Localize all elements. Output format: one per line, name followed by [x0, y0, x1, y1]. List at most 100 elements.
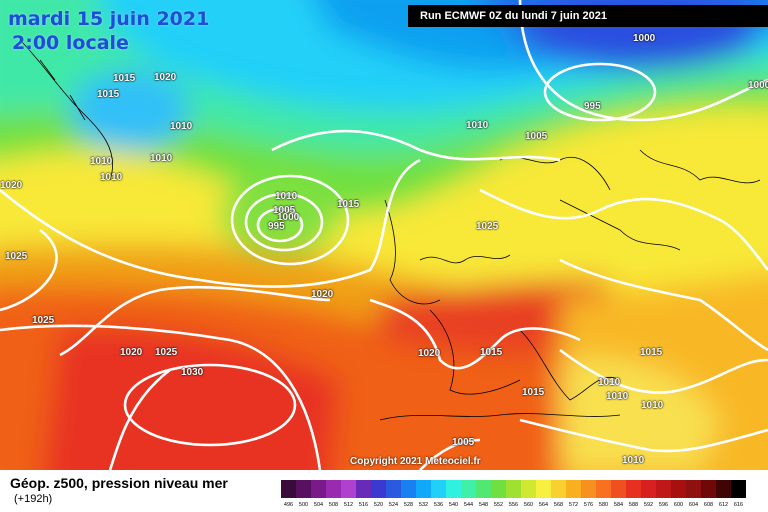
color-swatch: [581, 480, 596, 498]
scale-label: 516: [358, 502, 369, 508]
isobar-label: 995: [584, 101, 601, 112]
isobar-label: 1010: [100, 172, 123, 183]
scale-label: 568: [553, 502, 564, 508]
scale-label: 584: [613, 502, 624, 508]
legend-subtitle: (+192h): [14, 493, 53, 505]
isobar-label: 1000: [633, 33, 656, 44]
isobar-label: 1020: [418, 348, 441, 359]
scale-label: 580: [598, 502, 609, 508]
color-swatch: [281, 480, 296, 498]
scale-label: 576: [583, 502, 594, 508]
isobar-label: 1010: [641, 400, 664, 411]
forecast-date: mardi 15 juin 2021: [8, 8, 210, 30]
color-swatch: [701, 480, 716, 498]
isobar-label: 995: [268, 221, 285, 232]
isobar-label: 1025: [155, 347, 178, 358]
scale-label: 544: [463, 502, 474, 508]
isobar-label: 1020: [0, 180, 23, 191]
color-swatch: [401, 480, 416, 498]
color-swatch: [491, 480, 506, 498]
isobar-label: 1010: [466, 120, 489, 131]
scale-label: 560: [523, 502, 534, 508]
isobar-label: 1015: [113, 73, 136, 84]
color-scale-labels: 496 500 504 508 512 516 520 524 528 532 536 540 544 5…: [281, 502, 761, 512]
isobar-label: 1025: [476, 221, 499, 232]
scale-label: 504: [313, 502, 324, 508]
scale-label: 608: [703, 502, 714, 508]
scale-label: 508: [328, 502, 339, 508]
scale-label: 548: [478, 502, 489, 508]
color-swatch: [506, 480, 521, 498]
scale-label: 512: [343, 502, 354, 508]
isobar-label: 1025: [5, 251, 28, 262]
isobar-label: 1010: [150, 153, 173, 164]
color-swatch: [371, 480, 386, 498]
color-swatch: [461, 480, 476, 498]
color-swatch: [341, 480, 356, 498]
isobar-label: 1015: [640, 347, 663, 358]
copyright-text: Copyright 2021 Meteociel.fr: [350, 456, 481, 467]
color-swatch: [326, 480, 341, 498]
color-swatch: [311, 480, 326, 498]
isobar-label: 1020: [311, 289, 334, 300]
scale-label: 616: [733, 502, 744, 508]
color-swatch: [611, 480, 626, 498]
color-swatch: [296, 480, 311, 498]
legend-title: Géop. z500, pression niveau mer: [10, 475, 228, 491]
color-swatch: [446, 480, 461, 498]
isobar-label: 1015: [97, 89, 120, 100]
scale-label: 540: [448, 502, 459, 508]
color-swatch: [476, 480, 491, 498]
isobar-label: 1020: [154, 72, 177, 83]
isobar-label: 1005: [273, 205, 296, 216]
scale-label: 536: [433, 502, 444, 508]
color-swatch: [551, 480, 566, 498]
color-swatch: [641, 480, 656, 498]
color-swatch: [656, 480, 671, 498]
isobar-label: 1015: [337, 199, 360, 210]
color-swatch: [731, 480, 746, 498]
scale-label: 592: [643, 502, 654, 508]
color-swatch: [716, 480, 731, 498]
scale-label: 528: [403, 502, 414, 508]
isobar-label: 1010: [275, 191, 298, 202]
color-swatch: [386, 480, 401, 498]
isobar-label: 1005: [525, 131, 548, 142]
color-swatch: [566, 480, 581, 498]
color-swatch: [416, 480, 431, 498]
model-run-label: Run ECMWF 0Z du lundi 7 juin 2021: [408, 5, 768, 27]
isobar-label: 1000: [748, 80, 768, 91]
isobar-label: 1015: [480, 347, 503, 358]
scale-label: 604: [688, 502, 699, 508]
scale-label: 500: [298, 502, 309, 508]
color-swatch: [356, 480, 371, 498]
scale-label: 496: [283, 502, 294, 508]
color-swatch: [521, 480, 536, 498]
scale-label: 564: [538, 502, 549, 508]
isobar-label: 1010: [170, 121, 193, 132]
color-swatch: [626, 480, 641, 498]
scale-label: 520: [373, 502, 384, 508]
scale-label: 552: [493, 502, 504, 508]
scale-label: 596: [658, 502, 669, 508]
color-swatch: [686, 480, 701, 498]
scale-label: 532: [418, 502, 429, 508]
scale-label: 524: [388, 502, 399, 508]
isobar-label: 1015: [522, 387, 545, 398]
isobar-label: 1010: [90, 156, 113, 167]
isobar-label: 1010: [598, 377, 621, 388]
forecast-time: 2:00 locale: [12, 32, 129, 54]
scale-label: 588: [628, 502, 639, 508]
color-swatch: [671, 480, 686, 498]
isobar-label: 1010: [606, 391, 629, 402]
isobar-label: 1005: [452, 437, 475, 448]
scale-label: 600: [673, 502, 684, 508]
isobar-label: 1010: [622, 455, 645, 466]
scale-label: 556: [508, 502, 519, 508]
color-swatch: [536, 480, 551, 498]
isobar-label: 1030: [181, 367, 204, 378]
color-scale: [281, 480, 746, 498]
isobar-label: 1025: [32, 315, 55, 326]
color-swatch: [596, 480, 611, 498]
